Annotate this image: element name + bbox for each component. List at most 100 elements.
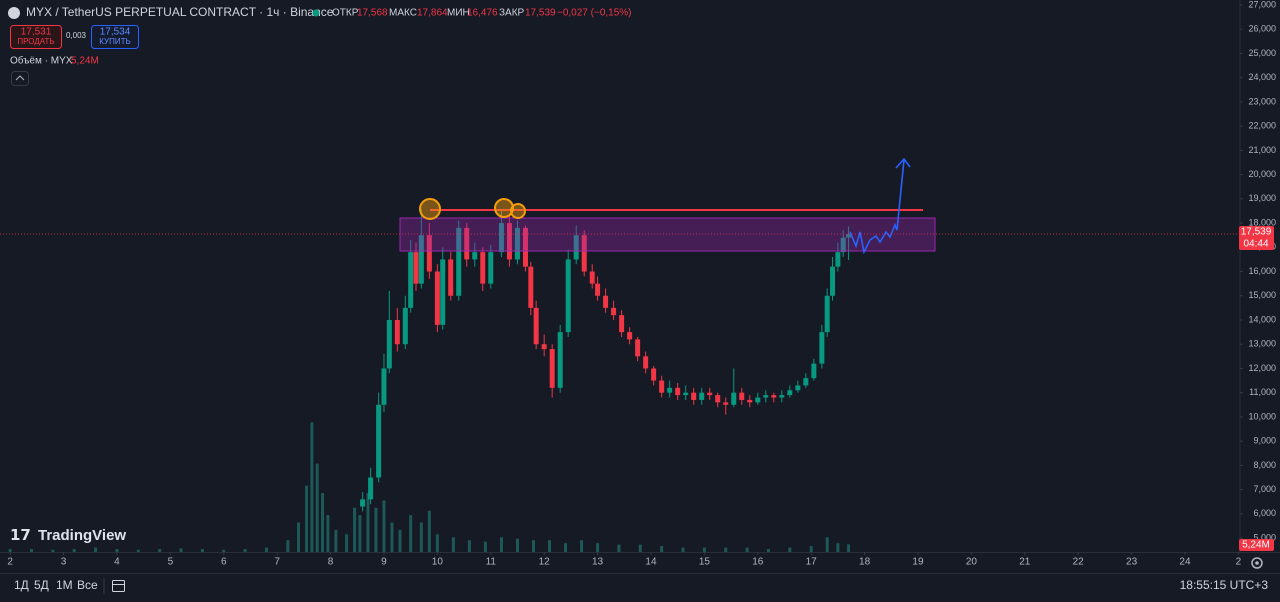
collapse-frame[interactable] bbox=[11, 71, 29, 86]
x-tick-label: 22 bbox=[1073, 557, 1085, 568]
volume-legend: Объём · MYX bbox=[10, 55, 73, 67]
peak-marker bbox=[494, 198, 514, 218]
volume-bar bbox=[564, 543, 568, 552]
y-tick-label: 12,000 bbox=[1248, 363, 1276, 373]
candle-body bbox=[667, 387, 673, 393]
volume-bar bbox=[179, 548, 183, 552]
settings-icon[interactable] bbox=[1251, 557, 1263, 569]
volume-bar bbox=[499, 537, 503, 552]
sell-price[interactable]: 17,531 bbox=[21, 27, 52, 38]
volume-bar bbox=[766, 549, 770, 552]
volume-bar bbox=[617, 544, 621, 552]
volume-bar bbox=[724, 547, 728, 552]
volume-bar bbox=[353, 507, 357, 552]
volume-bar bbox=[158, 549, 162, 552]
volume-legend-value: 5,24M bbox=[71, 56, 99, 67]
candle-body bbox=[603, 295, 609, 308]
range-button[interactable]: 1М bbox=[56, 578, 73, 592]
candle-body bbox=[488, 252, 494, 284]
candle-body bbox=[541, 344, 547, 350]
x-tick-label: 18 bbox=[859, 557, 871, 568]
volume-bar bbox=[334, 529, 338, 552]
volume-bar bbox=[326, 515, 330, 552]
peak-marker bbox=[510, 203, 526, 219]
volume-bar bbox=[72, 549, 76, 552]
collapse-icon[interactable] bbox=[15, 75, 25, 81]
candle-body bbox=[440, 259, 446, 325]
volume-bar bbox=[366, 493, 370, 552]
buy-label[interactable]: КУПИТЬ bbox=[99, 37, 130, 46]
y-tick-label: 15,000 bbox=[1248, 290, 1276, 300]
volume-bar bbox=[390, 522, 394, 552]
ohlc-label: ОТКР bbox=[332, 8, 359, 19]
volume-bar bbox=[200, 549, 204, 552]
range-button[interactable]: 5Д bbox=[34, 578, 49, 592]
candle-body bbox=[779, 395, 785, 398]
y-tick-label: 7,000 bbox=[1253, 484, 1276, 494]
collapse-button[interactable] bbox=[11, 71, 29, 86]
buy-button-frame[interactable] bbox=[91, 25, 139, 49]
volume-bar bbox=[305, 485, 309, 552]
y-tick-label: 26,000 bbox=[1248, 24, 1276, 34]
candle-body bbox=[755, 397, 761, 403]
volume-bar bbox=[315, 463, 319, 552]
range-button[interactable]: 1Д bbox=[14, 578, 29, 592]
volume-bar bbox=[136, 549, 140, 552]
candle-body bbox=[394, 319, 400, 345]
ohlc-value: 17,539 bbox=[525, 8, 556, 19]
candle-body bbox=[381, 368, 387, 405]
ohlc-value: 17,864 bbox=[417, 8, 448, 19]
candle-body bbox=[549, 349, 555, 388]
y-tick-label: 24,000 bbox=[1248, 72, 1276, 82]
volume-bar bbox=[847, 544, 851, 552]
ohlc-label: МАКС bbox=[389, 8, 417, 19]
candle-body bbox=[675, 387, 681, 396]
y-tick-label: 9,000 bbox=[1253, 436, 1276, 446]
volume-bar bbox=[297, 522, 301, 552]
y-tick-label: 25,000 bbox=[1248, 48, 1276, 58]
date-range-button[interactable] bbox=[112, 580, 125, 592]
candle-body bbox=[464, 227, 470, 260]
change: −0,027 (−0,15%) bbox=[557, 8, 632, 19]
range-button[interactable]: Все bbox=[77, 578, 98, 592]
y-tick-label: 11,000 bbox=[1249, 387, 1276, 397]
y-tick-label: 21,000 bbox=[1248, 145, 1276, 155]
candle-body bbox=[731, 392, 737, 405]
volume-bar bbox=[809, 546, 813, 552]
candle-body bbox=[472, 252, 478, 260]
x-tick-label: 6 bbox=[221, 557, 227, 568]
volume-bar bbox=[548, 540, 552, 552]
settings-icon-core[interactable] bbox=[1255, 561, 1259, 565]
volume-bar bbox=[264, 547, 268, 552]
candle-body bbox=[691, 392, 697, 400]
calendar-icon[interactable] bbox=[112, 580, 125, 592]
clock: 18:55:15 UTC+3 bbox=[1180, 578, 1269, 592]
sell-label[interactable]: ПРОДАТЬ bbox=[17, 37, 54, 46]
candle-body bbox=[413, 252, 419, 284]
candle-body bbox=[418, 235, 424, 284]
sell-button[interactable]: 17,531 ПРОДАТЬ bbox=[10, 25, 62, 49]
ohlc-label: ЗАКР bbox=[499, 8, 525, 19]
last-price-badge bbox=[1239, 226, 1274, 250]
buy-price[interactable]: 17,534 bbox=[100, 27, 131, 38]
x-tick-label: 8 bbox=[328, 557, 334, 568]
volume-bar bbox=[409, 515, 413, 552]
candle-body bbox=[824, 295, 830, 333]
status-dot bbox=[312, 9, 320, 17]
x-tick-label: 23 bbox=[1126, 557, 1138, 568]
candle-body bbox=[533, 307, 539, 345]
volume-badge-label: 5,24M bbox=[1242, 540, 1270, 551]
candle-body bbox=[528, 266, 534, 308]
settings-button[interactable] bbox=[1251, 557, 1263, 569]
candle-body bbox=[803, 378, 809, 386]
buy-button[interactable]: 17,534 КУПИТЬ bbox=[91, 25, 139, 49]
candle-body bbox=[368, 477, 374, 500]
sell-button-frame[interactable] bbox=[10, 25, 62, 49]
candle-body bbox=[840, 237, 846, 253]
candle-body bbox=[595, 283, 601, 296]
x-tick-label: 21 bbox=[1019, 557, 1031, 568]
candle-body bbox=[360, 499, 366, 507]
ohlc-value: 16,476 bbox=[467, 8, 498, 19]
